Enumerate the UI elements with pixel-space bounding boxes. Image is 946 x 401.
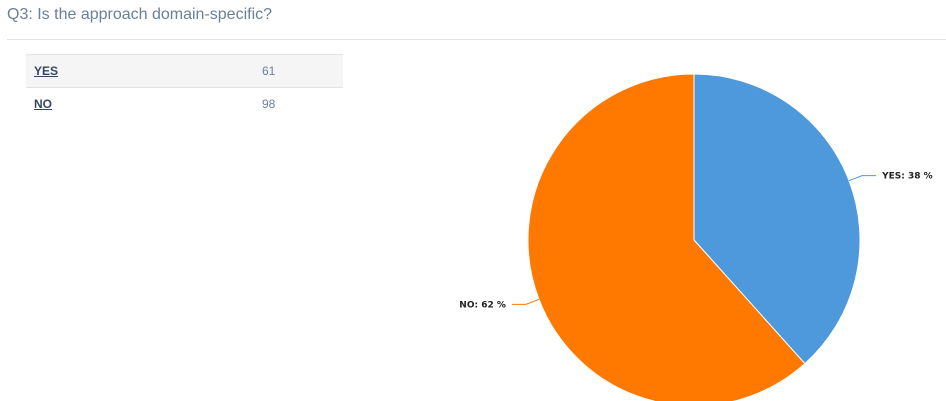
title-divider	[7, 39, 946, 40]
table-row-yes: YES 61	[26, 54, 343, 88]
answer-link-yes[interactable]: YES	[34, 64, 59, 78]
question-title: Q3: Is the approach domain-specific?	[7, 6, 273, 23]
answer-cell: NO	[26, 88, 254, 121]
answer-cell: YES	[26, 54, 254, 88]
count-cell-yes: 61	[254, 54, 343, 88]
pie-label-no: NO: 62 %	[459, 300, 506, 310]
pie-leader-no	[511, 298, 540, 305]
pie-leader-yes	[848, 175, 877, 182]
results-table: YES 61 NO 98	[26, 54, 343, 120]
pie-label-yes: YES: 38 %	[881, 172, 933, 182]
count-cell-no: 98	[262, 97, 276, 111]
answer-link-no[interactable]: NO	[34, 97, 52, 111]
table-row-no: NO 98	[26, 88, 343, 121]
